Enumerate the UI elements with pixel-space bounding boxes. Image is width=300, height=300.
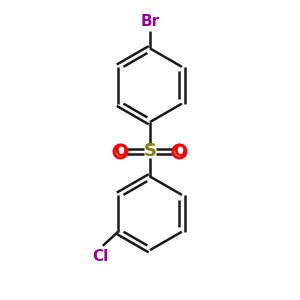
Text: O: O <box>114 144 127 159</box>
Text: Br: Br <box>140 14 160 29</box>
Text: Cl: Cl <box>92 249 109 264</box>
Text: O: O <box>173 144 186 159</box>
Text: S: S <box>143 142 157 160</box>
